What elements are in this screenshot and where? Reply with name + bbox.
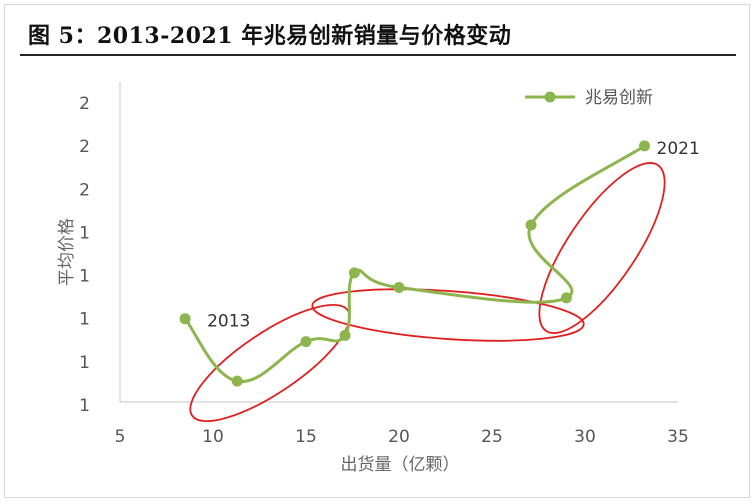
x-tick-label: 10	[202, 427, 224, 447]
series-line	[183, 144, 647, 383]
x-tick-label: 5	[115, 427, 126, 447]
chart-axes: 5 10 15 20 25 30 35 1 1 1 1 1 2 2 2 出货量（亿颗） 平均价格	[57, 82, 689, 475]
y-tick-label: 1	[79, 310, 90, 330]
data-point	[525, 219, 537, 231]
highlight-ellipse	[538, 162, 666, 334]
data-point	[300, 336, 312, 348]
data-point	[348, 267, 360, 279]
x-tick-label: 15	[295, 427, 317, 447]
y-tick-label: 1	[79, 267, 90, 287]
figure-frame	[4, 4, 750, 498]
y-axis-title: 平均价格	[57, 218, 77, 286]
data-point	[231, 375, 243, 387]
y-tick-label: 2	[79, 94, 90, 114]
x-axis-title: 出货量（亿颗）	[341, 455, 460, 475]
highlight-ellipses	[189, 162, 666, 423]
data-point	[560, 292, 572, 304]
x-tick-label: 20	[388, 427, 410, 447]
data-point	[639, 140, 651, 152]
y-tick-label: 1	[79, 396, 90, 416]
highlight-ellipse	[189, 303, 351, 423]
series-layer	[179, 140, 651, 387]
data-point	[393, 281, 405, 293]
y-tick-label: 1	[79, 223, 90, 243]
y-tick-label: 1	[79, 353, 90, 373]
figure-title: 图 5：2013-2021 年兆易创新销量与价格变动	[28, 23, 512, 49]
title-rule	[20, 54, 736, 56]
x-tick-label: 30	[574, 427, 596, 447]
y-tick-label: 2	[79, 180, 90, 200]
point-annotation: 2013	[207, 312, 250, 332]
x-tick-label: 25	[481, 427, 503, 447]
legend-marker	[544, 91, 556, 103]
legend-label: 兆易创新	[585, 88, 653, 108]
highlight-ellipse	[311, 288, 585, 342]
y-tick-label: 2	[79, 137, 90, 157]
data-point	[179, 313, 191, 325]
x-tick-label: 35	[667, 427, 689, 447]
label-layer: 2013 2021	[207, 139, 700, 332]
point-annotation: 2021	[657, 139, 700, 159]
data-point	[339, 329, 351, 341]
legend: 兆易创新	[525, 88, 653, 108]
